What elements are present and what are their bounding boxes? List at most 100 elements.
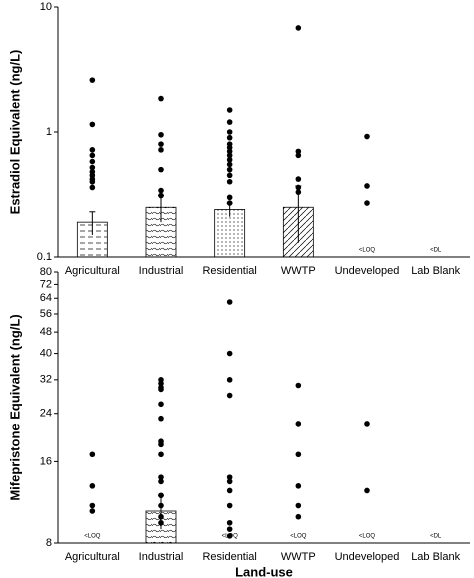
data-point xyxy=(158,401,164,408)
x-tick-label: Residential xyxy=(202,265,256,277)
data-point xyxy=(158,492,164,499)
data-point xyxy=(158,451,164,458)
data-point xyxy=(158,474,164,480)
data-point xyxy=(226,392,233,399)
x-tick-label: Industrial xyxy=(139,551,184,563)
note: <LOQ xyxy=(84,534,101,540)
data-point xyxy=(226,474,233,480)
data-point xyxy=(158,95,164,102)
data-point xyxy=(295,189,302,195)
data-point xyxy=(158,141,164,147)
note: <DL xyxy=(430,534,442,540)
data-point xyxy=(226,129,233,135)
y-tick-label: 24 xyxy=(40,408,52,420)
y-tick-label: 80 xyxy=(40,266,52,278)
y-tick-label: 72 xyxy=(40,278,52,290)
data-point xyxy=(89,178,96,185)
data-point xyxy=(226,487,233,494)
data-point xyxy=(89,121,96,128)
data-point xyxy=(89,451,96,458)
x-tick-label: Agricultural xyxy=(65,551,120,563)
data-point xyxy=(295,513,302,520)
data-point xyxy=(89,158,96,165)
data-point xyxy=(226,526,233,532)
y-tick-label: 64 xyxy=(40,292,52,304)
data-point xyxy=(158,441,164,448)
data-point xyxy=(158,380,164,387)
bar xyxy=(214,209,246,258)
x-tick-label: Residential xyxy=(202,551,256,563)
note: <LOQ xyxy=(290,534,307,540)
data-point xyxy=(226,377,233,383)
x-tick-label: Undeveloped xyxy=(335,551,400,563)
data-point xyxy=(89,147,96,153)
note: <LOQ xyxy=(359,248,376,254)
data-point xyxy=(295,148,302,155)
y-axis-label: Estradiol Equivalent (ng/L) xyxy=(7,50,22,215)
x-tick-label: Lab Blank xyxy=(411,551,460,563)
data-point xyxy=(295,502,302,509)
x-tick-label: WWTP xyxy=(281,265,316,277)
data-point xyxy=(89,184,96,191)
y-axis-label: Mifepristone Equivalent (ng/L) xyxy=(7,314,22,500)
data-point xyxy=(158,131,164,138)
note: <LOQ xyxy=(222,534,239,540)
x-tick-label: Agricultural xyxy=(65,265,120,277)
data-point xyxy=(226,107,233,113)
data-point xyxy=(89,152,96,159)
data-point xyxy=(364,133,370,140)
x-tick-label: Undeveloped xyxy=(335,265,400,277)
data-point xyxy=(226,156,233,163)
data-point xyxy=(226,299,233,305)
data-point xyxy=(295,152,302,159)
data-point xyxy=(295,25,302,31)
y-tick-label: 16 xyxy=(40,455,52,467)
data-point xyxy=(364,183,370,189)
data-point xyxy=(226,172,233,179)
data-point xyxy=(158,519,164,526)
note: <LOQ xyxy=(359,534,376,540)
data-point xyxy=(226,533,233,539)
x-tick-label: Industrial xyxy=(139,265,184,277)
data-point xyxy=(295,451,302,458)
data-point xyxy=(226,161,233,168)
y-tick-label: 56 xyxy=(40,308,52,320)
data-point xyxy=(295,483,302,489)
data-point xyxy=(295,421,302,427)
x-tick-label: Lab Blank xyxy=(411,265,460,277)
data-point xyxy=(226,178,233,185)
data-point xyxy=(158,415,164,422)
y-tick-label: 8 xyxy=(46,537,52,549)
data-point xyxy=(226,166,233,173)
data-point xyxy=(226,478,233,485)
y-tick-label: 0.1 xyxy=(37,251,52,263)
x-axis-label: Land-use xyxy=(235,564,293,578)
data-point xyxy=(226,350,233,357)
data-point xyxy=(226,200,233,206)
data-point xyxy=(295,176,302,182)
y-tick-label: 32 xyxy=(40,374,52,386)
data-point xyxy=(158,513,164,520)
data-point xyxy=(158,478,164,485)
data-point xyxy=(226,134,233,141)
data-point xyxy=(158,502,164,509)
note: <DL xyxy=(430,248,442,254)
data-point xyxy=(158,187,164,194)
data-point xyxy=(364,421,370,427)
data-point xyxy=(158,166,164,173)
x-tick-label: WWTP xyxy=(281,551,316,563)
y-tick-label: 48 xyxy=(40,326,52,338)
data-point xyxy=(89,164,96,171)
data-point xyxy=(364,487,370,494)
data-point xyxy=(89,502,96,509)
data-point xyxy=(89,483,96,489)
data-point xyxy=(158,386,164,393)
data-point xyxy=(89,508,96,514)
data-point xyxy=(89,77,96,83)
data-point xyxy=(295,184,302,191)
y-tick-label: 10 xyxy=(40,1,52,13)
data-point xyxy=(226,152,233,159)
data-point xyxy=(295,382,302,389)
data-point xyxy=(226,119,233,125)
